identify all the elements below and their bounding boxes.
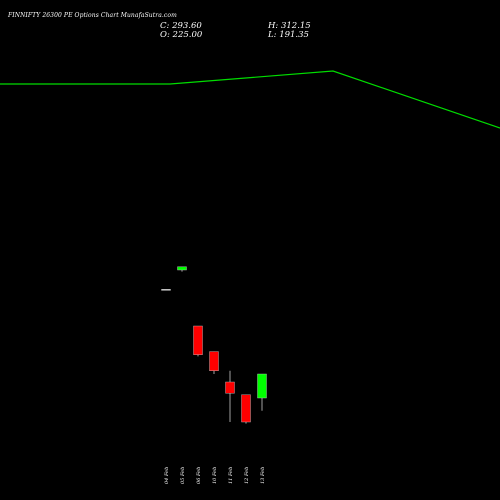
x-tick-label: 04 Feb <box>164 467 170 484</box>
high-value: H: 312.15 <box>268 21 311 31</box>
open-value: O: 225.00 <box>160 30 203 40</box>
candle-body <box>257 373 267 399</box>
candle-body <box>209 351 219 372</box>
low-value: L: 191.35 <box>268 30 309 40</box>
candle-body <box>177 266 187 271</box>
candle-body <box>161 289 171 291</box>
trend-line <box>0 70 500 129</box>
x-tick-label: 05 Feb <box>180 467 186 484</box>
candle-body <box>193 325 203 355</box>
candle-11-feb <box>225 370 235 422</box>
candle-13-feb <box>257 373 267 411</box>
x-tick-label: 11 Feb <box>228 467 234 484</box>
candle-12-feb <box>241 394 251 424</box>
candle-05-feb <box>177 266 187 272</box>
x-tick-label: 10 Feb <box>212 467 218 484</box>
candle-06-feb <box>193 325 203 357</box>
x-tick-label: 12 Feb <box>244 467 250 484</box>
close-value: C: 293.60 <box>160 21 202 31</box>
candle-10-feb <box>209 351 219 374</box>
candle-body <box>241 394 251 423</box>
candle-body <box>225 381 235 394</box>
chart-title: FINNIFTY 26300 PE Options Chart MunafaSu… <box>8 12 177 19</box>
x-tick-label: 13 Feb <box>260 467 266 484</box>
x-tick-label: 06 Feb <box>196 467 202 484</box>
candle-04-feb <box>161 289 171 291</box>
